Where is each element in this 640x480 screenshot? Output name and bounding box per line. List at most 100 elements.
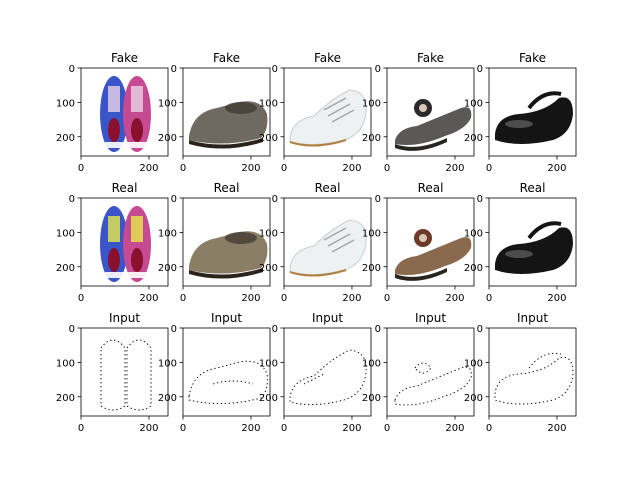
axes-frame bbox=[488, 67, 577, 157]
axes-frame bbox=[283, 197, 372, 287]
panel-title: Fake bbox=[314, 51, 341, 65]
axes-frame bbox=[80, 197, 169, 287]
panel-title: Input bbox=[517, 311, 548, 325]
x-tick-label: 200 bbox=[547, 423, 566, 434]
x-tick-label: 200 bbox=[547, 293, 566, 304]
x-tick-label: 0 bbox=[384, 423, 390, 434]
axes-frame bbox=[386, 197, 475, 287]
panel-input-4: Input 0 100 200 0 200 bbox=[362, 311, 475, 434]
y-tick-label: 100 bbox=[158, 98, 177, 109]
y-tick-label: 200 bbox=[362, 393, 381, 404]
y-tick-label: 0 bbox=[69, 194, 75, 205]
x-tick-label: 0 bbox=[486, 423, 492, 434]
y-tick-label: 100 bbox=[259, 228, 278, 239]
panel-fake-1: Fake 0 100 200 0 200 bbox=[56, 51, 169, 174]
x-tick-label: 0 bbox=[78, 163, 84, 174]
y-tick-label: 100 bbox=[464, 228, 483, 239]
axes-frame bbox=[182, 327, 271, 417]
panel-title: Real bbox=[214, 181, 240, 195]
panel-real-2: Real 0 100 200 0 200 bbox=[158, 181, 271, 304]
y-tick-label: 0 bbox=[272, 324, 278, 335]
y-tick-label: 200 bbox=[56, 133, 75, 144]
axes-frame bbox=[488, 197, 577, 287]
x-tick-label: 0 bbox=[180, 423, 186, 434]
y-tick-label: 100 bbox=[56, 358, 75, 369]
y-tick-label: 0 bbox=[171, 64, 177, 75]
y-tick-label: 100 bbox=[259, 98, 278, 109]
white-sneaker-generated-image bbox=[284, 68, 371, 156]
x-tick-label: 0 bbox=[180, 163, 186, 174]
x-tick-label: 200 bbox=[139, 293, 158, 304]
x-tick-label: 0 bbox=[384, 163, 390, 174]
panel-real-5: Real 0 100 200 0 200 bbox=[464, 181, 577, 304]
loafer-edges-image bbox=[183, 328, 270, 416]
y-tick-label: 200 bbox=[362, 133, 381, 144]
panel-fake-2: Fake 0 100 200 0 200 bbox=[158, 51, 271, 174]
panel-title: Input bbox=[415, 311, 446, 325]
loafer-photo-image bbox=[183, 198, 270, 286]
panel-title: Real bbox=[112, 181, 138, 195]
panel-title: Fake bbox=[417, 51, 444, 65]
axes-frame bbox=[386, 327, 475, 417]
sandal-generated-image bbox=[387, 68, 474, 156]
panel-real-3: Real 0 100 200 0 200 bbox=[259, 181, 372, 304]
panel-real-4: Real 0 100 200 0 200 bbox=[362, 181, 475, 304]
y-tick-label: 200 bbox=[158, 263, 177, 274]
sneaker-pair-generated-image bbox=[81, 68, 168, 156]
y-tick-label: 0 bbox=[171, 194, 177, 205]
panel-real-1: Real 0 100 200 0 200 bbox=[56, 181, 169, 304]
y-tick-label: 0 bbox=[477, 64, 483, 75]
x-tick-label: 200 bbox=[547, 163, 566, 174]
y-tick-label: 0 bbox=[375, 324, 381, 335]
y-tick-label: 0 bbox=[171, 324, 177, 335]
x-tick-label: 0 bbox=[384, 293, 390, 304]
y-tick-label: 100 bbox=[362, 358, 381, 369]
x-tick-label: 0 bbox=[486, 163, 492, 174]
panel-fake-5: Fake 0 100 200 0 200 bbox=[464, 51, 577, 174]
panel-fake-3: Fake 0 100 200 0 200 bbox=[259, 51, 372, 174]
axes-frame bbox=[283, 327, 372, 417]
y-tick-label: 0 bbox=[272, 64, 278, 75]
x-tick-label: 0 bbox=[281, 293, 287, 304]
x-tick-label: 0 bbox=[281, 163, 287, 174]
x-tick-label: 200 bbox=[445, 423, 464, 434]
mary-jane-edges-image bbox=[489, 328, 576, 416]
y-tick-label: 100 bbox=[362, 228, 381, 239]
panel-title: Fake bbox=[213, 51, 240, 65]
x-tick-label: 0 bbox=[180, 293, 186, 304]
y-tick-label: 100 bbox=[56, 98, 75, 109]
y-tick-label: 100 bbox=[362, 98, 381, 109]
panel-input-2: Input 0 100 200 0 200 bbox=[158, 311, 271, 434]
y-tick-label: 200 bbox=[464, 393, 483, 404]
panel-input-3: Input 0 100 200 0 200 bbox=[259, 311, 372, 434]
x-tick-label: 200 bbox=[342, 423, 361, 434]
x-tick-label: 200 bbox=[342, 293, 361, 304]
y-tick-label: 0 bbox=[69, 324, 75, 335]
y-tick-label: 100 bbox=[158, 228, 177, 239]
panel-title: Fake bbox=[111, 51, 138, 65]
x-tick-label: 0 bbox=[78, 293, 84, 304]
y-tick-label: 100 bbox=[56, 228, 75, 239]
y-tick-label: 0 bbox=[477, 194, 483, 205]
x-tick-label: 200 bbox=[342, 163, 361, 174]
y-tick-label: 200 bbox=[56, 393, 75, 404]
y-tick-label: 200 bbox=[259, 133, 278, 144]
y-tick-label: 200 bbox=[56, 263, 75, 274]
y-tick-label: 200 bbox=[259, 393, 278, 404]
sandal-photo-image bbox=[387, 198, 474, 286]
x-tick-label: 200 bbox=[445, 293, 464, 304]
panel-title: Input bbox=[211, 311, 242, 325]
mary-jane-generated-image bbox=[489, 68, 576, 156]
panel-title: Real bbox=[315, 181, 341, 195]
white-sneaker-photo-image bbox=[284, 198, 371, 286]
y-tick-label: 100 bbox=[464, 98, 483, 109]
panel-title: Input bbox=[109, 311, 140, 325]
x-tick-label: 200 bbox=[139, 423, 158, 434]
x-tick-label: 200 bbox=[139, 163, 158, 174]
x-tick-label: 200 bbox=[445, 163, 464, 174]
x-tick-label: 0 bbox=[281, 423, 287, 434]
x-tick-label: 0 bbox=[78, 423, 84, 434]
x-tick-label: 200 bbox=[241, 423, 260, 434]
y-tick-label: 200 bbox=[464, 263, 483, 274]
